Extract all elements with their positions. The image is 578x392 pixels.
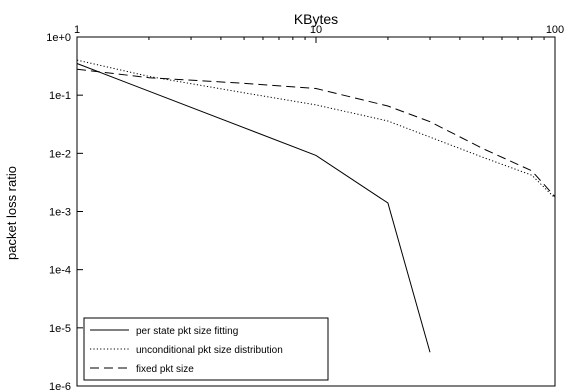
y-tick-label: 1e-1	[49, 90, 71, 102]
y-tick-label: 1e-5	[49, 323, 71, 335]
y-tick-label: 1e+0	[46, 32, 71, 44]
series-line-0	[76, 63, 431, 353]
y-tick-label: 1e-2	[49, 148, 71, 160]
y-axis-title: packet loss ratio	[4, 166, 19, 260]
legend-label-1: unconditional pkt size distribution	[136, 345, 283, 356]
y-tick-label: 1e-6	[49, 381, 71, 392]
x-tick-label: 1	[74, 24, 80, 36]
legend-label-2: fixed pkt size	[136, 364, 194, 375]
y-tick-label: 1e-4	[49, 265, 71, 277]
legend-box	[83, 317, 329, 381]
legend-label-0: per state pkt size fitting	[136, 326, 238, 337]
x-tick-label: 10	[310, 24, 322, 36]
y-tick-label: 1e-3	[49, 207, 71, 219]
series-line-2	[76, 68, 556, 198]
x-axis-title: KBytes	[294, 11, 338, 27]
x-tick-label: 100	[546, 24, 564, 36]
series-line-1	[76, 59, 556, 199]
